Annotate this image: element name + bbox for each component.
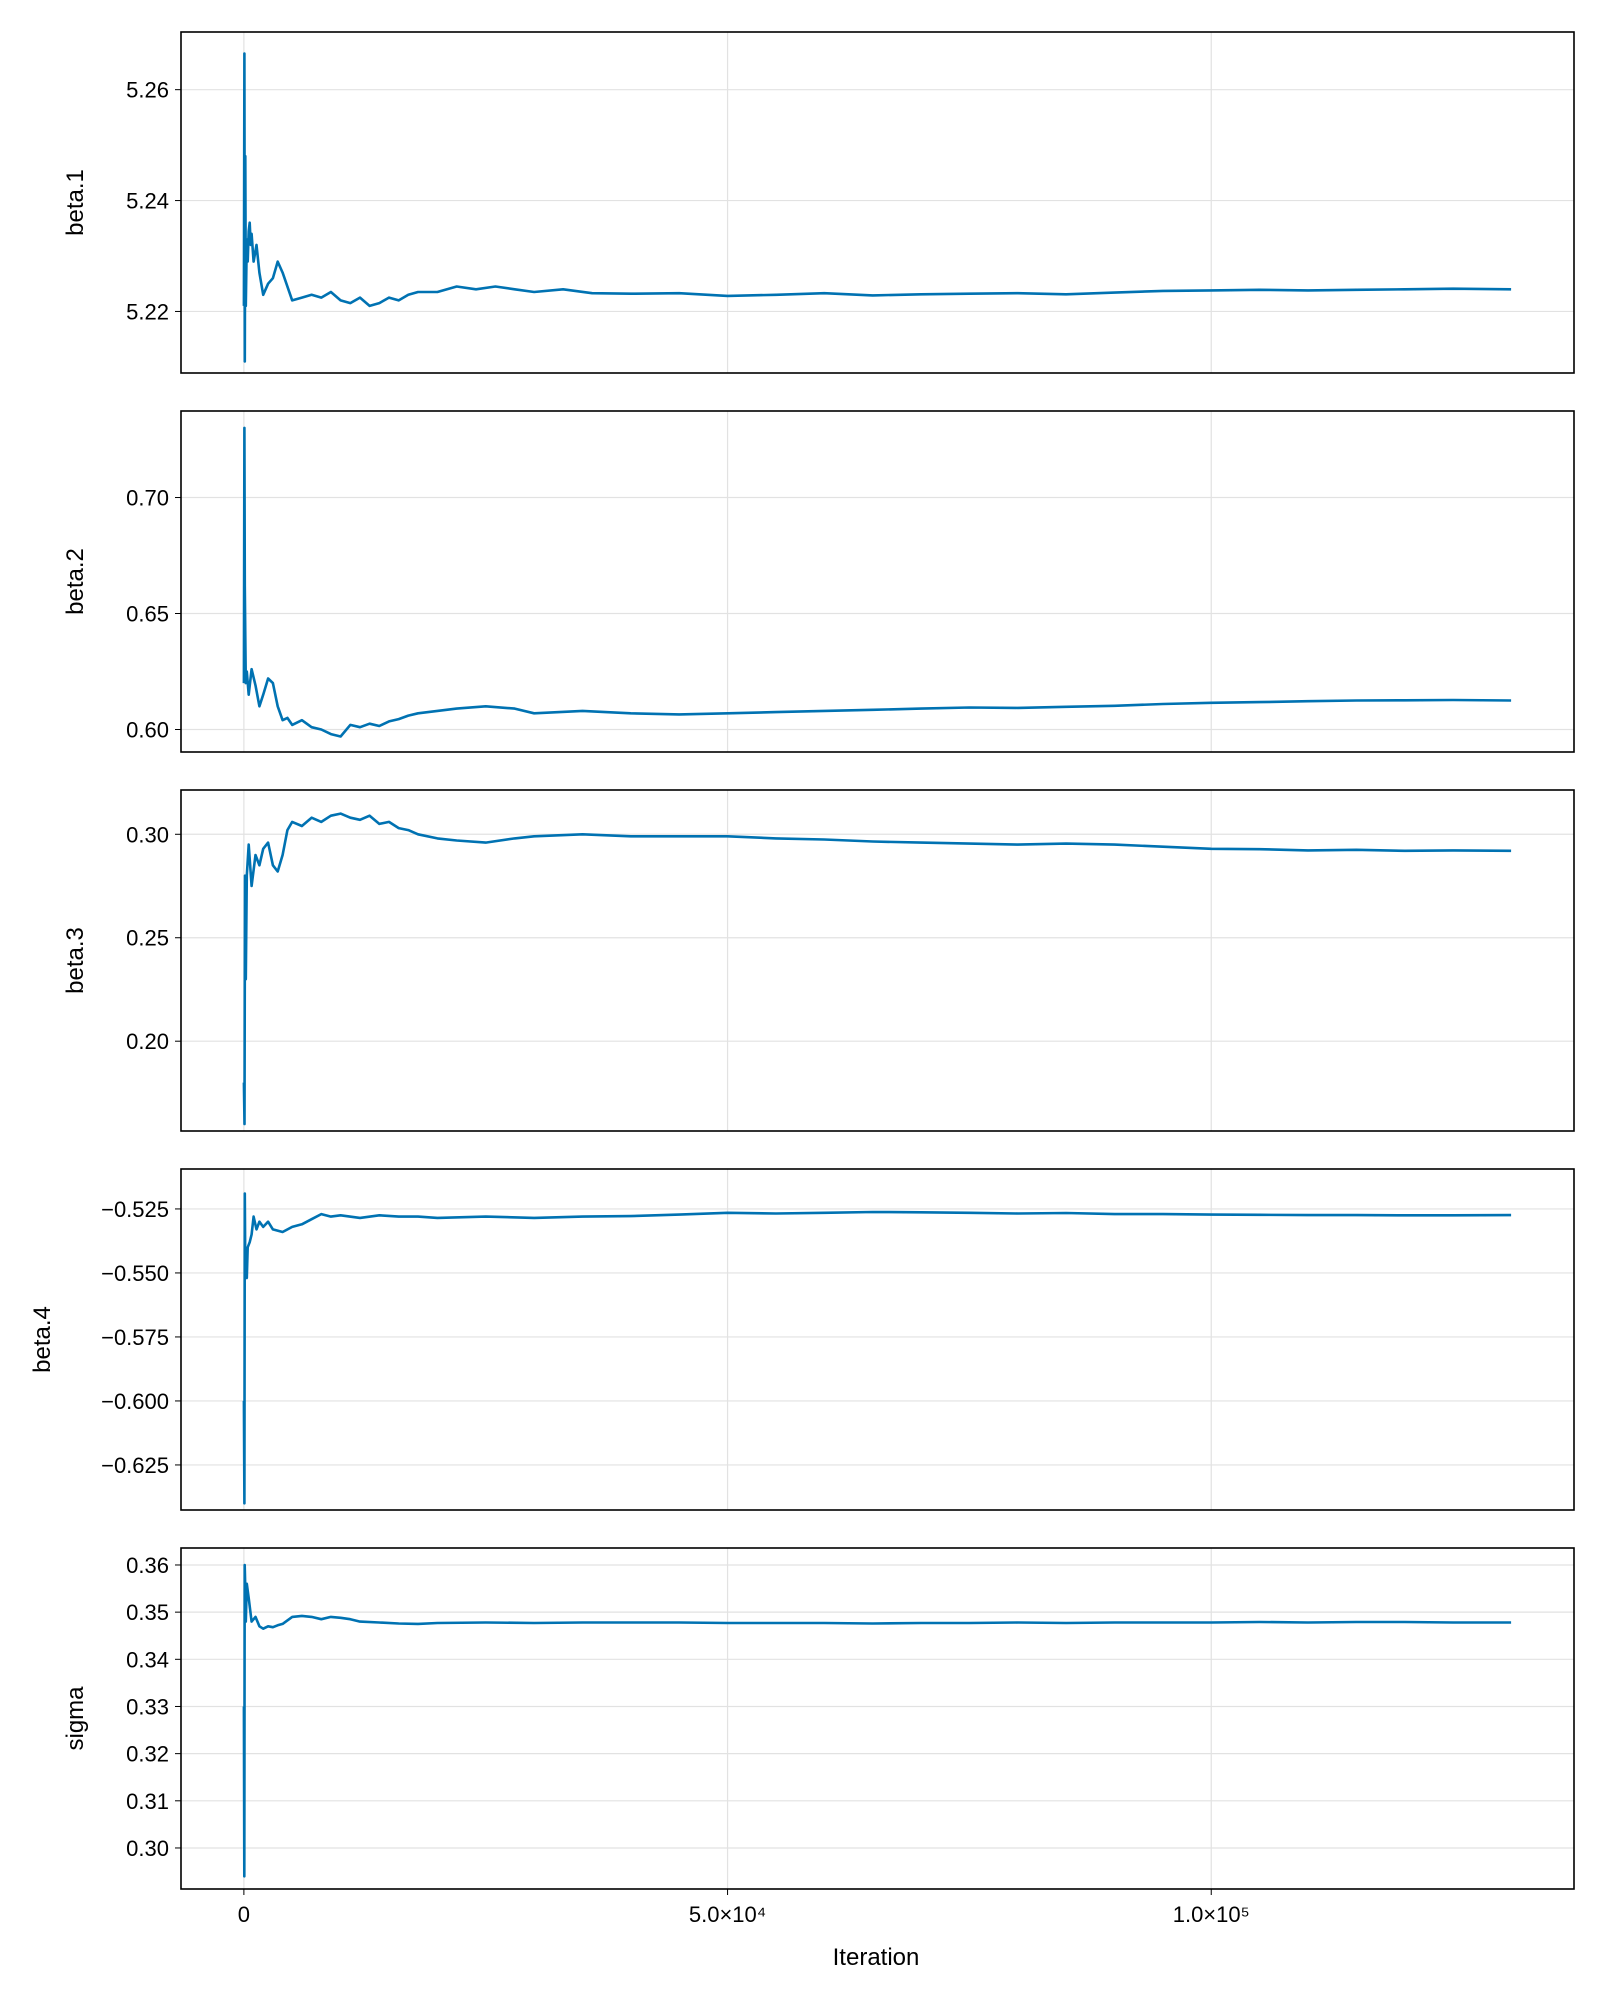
x-tick-label: 1.0×10⁵ bbox=[1173, 1902, 1250, 1927]
y-tick-label: 0.36 bbox=[126, 1553, 169, 1578]
y-tick-label: 0.34 bbox=[126, 1647, 169, 1672]
y-tick-label: 0.30 bbox=[126, 822, 169, 847]
plot-frame bbox=[180, 1168, 1575, 1511]
y-tick-label: 0.32 bbox=[126, 1742, 169, 1767]
y-tick-label: 0.65 bbox=[126, 602, 169, 627]
y-axis-label: beta.2 bbox=[62, 548, 89, 615]
y-tick-label: 0.35 bbox=[126, 1600, 169, 1625]
y-tick-label: 0.70 bbox=[126, 486, 169, 511]
panel-sigma: 0.30 0.31 0.32 0.33 0.34 0.35 0.36 0 5.0×10⁴ 1.0×… bbox=[62, 1547, 1575, 1927]
y-tick-label: 0.31 bbox=[126, 1789, 169, 1814]
y-axis-label: beta.4 bbox=[29, 1306, 56, 1373]
x-axis-label: Iteration bbox=[833, 1944, 920, 1971]
y-axis-label: beta.1 bbox=[62, 169, 89, 236]
trace-line-beta.1 bbox=[242, 52, 1512, 363]
y-tick-label: 0.30 bbox=[126, 1836, 169, 1861]
panels: 5.22 5.24 5.26 beta.1 0.60 0.65 0.70 beta.2 0.20… bbox=[29, 31, 1575, 1927]
trace-line-beta.3 bbox=[242, 812, 1512, 1126]
y-tick-label: −0.600 bbox=[101, 1389, 169, 1414]
x-tick-label: 0 bbox=[238, 1902, 250, 1927]
panel-beta.3: 0.20 0.25 0.30 beta.3 bbox=[62, 789, 1575, 1132]
y-tick-label: 5.24 bbox=[126, 189, 169, 214]
y-tick-label: −0.550 bbox=[101, 1261, 169, 1286]
y-axis-label: sigma bbox=[62, 1686, 89, 1751]
y-tick-label: 5.22 bbox=[126, 299, 169, 324]
panel-beta.1: 5.22 5.24 5.26 beta.1 bbox=[62, 31, 1575, 374]
trace-line-beta.4 bbox=[242, 1192, 1512, 1505]
x-tick-label: 5.0×10⁴ bbox=[689, 1902, 766, 1927]
plot-frame bbox=[180, 789, 1575, 1132]
y-tick-label: −0.575 bbox=[101, 1325, 169, 1350]
panel-beta.2: 0.60 0.65 0.70 beta.2 bbox=[62, 410, 1575, 753]
y-tick-label: 0.33 bbox=[126, 1694, 169, 1719]
y-tick-label: 0.60 bbox=[126, 717, 169, 742]
y-tick-label: 0.20 bbox=[126, 1029, 169, 1054]
y-axis-label: beta.3 bbox=[62, 927, 89, 994]
y-tick-label: −0.525 bbox=[101, 1197, 169, 1222]
trace-line-beta.2 bbox=[242, 426, 1512, 738]
plot-frame bbox=[180, 1547, 1575, 1890]
y-tick-label: 0.25 bbox=[126, 926, 169, 951]
y-tick-label: 5.26 bbox=[126, 78, 169, 103]
trace-line-sigma bbox=[242, 1563, 1512, 1878]
plot-frame bbox=[180, 31, 1575, 374]
y-tick-label: −0.625 bbox=[101, 1453, 169, 1478]
plot-frame bbox=[180, 410, 1575, 753]
panel-beta.4: −0.625 −0.600 −0.575 −0.550 −0.525 beta.4 bbox=[29, 1168, 1575, 1511]
